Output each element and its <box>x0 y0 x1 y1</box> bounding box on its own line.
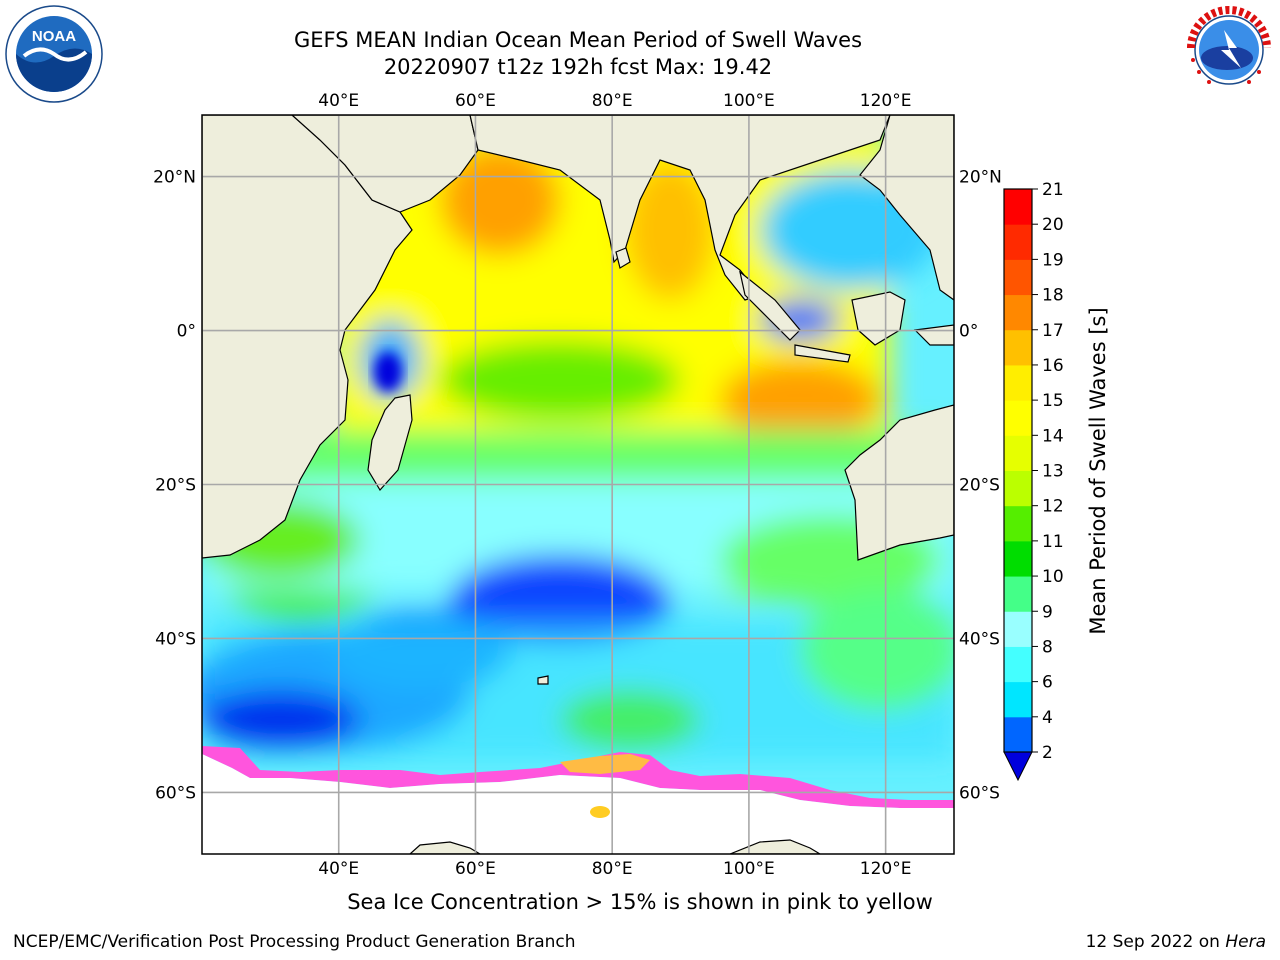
noaa-logo: NOAA <box>5 5 103 103</box>
colorbar-tick-label: 9 <box>1042 602 1053 622</box>
noaa-logo-text: NOAA <box>32 28 76 45</box>
lon-tick-label: 80°E <box>592 859 633 879</box>
lon-tick-label: 120°E <box>860 859 912 879</box>
lat-tick-label: 0° <box>959 322 978 342</box>
lat-tick-label: 20°S <box>155 476 196 496</box>
colorbar-segment <box>1004 646 1032 683</box>
lat-tick-label: 40°S <box>155 629 196 649</box>
colorbar-tick-label: 13 <box>1042 462 1064 482</box>
nws-logo <box>1182 3 1276 97</box>
colorbar-segment <box>1004 329 1032 366</box>
colorbar-segment <box>1004 470 1032 507</box>
footer-date: 12 Sep 2022 on Hera <box>1086 932 1266 952</box>
colorbar-extend-min <box>1003 751 1033 782</box>
lon-labels-top: 40°E 60°E 80°E 100°E 120°E <box>318 91 911 111</box>
gridlines <box>202 115 954 854</box>
colorbar-tick-label: 8 <box>1042 637 1053 657</box>
lat-tick-label: 0° <box>177 322 196 342</box>
lon-tick-label: 40°E <box>318 859 359 879</box>
map-subtitle: 20220907 t12z 192h fcst Max: 19.42 <box>383 55 773 79</box>
colorbar-tick-label: 11 <box>1042 532 1064 552</box>
map-frame <box>201 114 955 855</box>
colorbar-segment <box>1004 681 1032 718</box>
footer-credit: NCEP/EMC/Verification Post Processing Pr… <box>13 932 576 952</box>
colorbar-segment <box>1004 259 1032 296</box>
colorbar-segment <box>1004 540 1032 577</box>
colorbar: 2 4 6 8 9 10 11 12 13 14 15 16 17 18 19 20 21 <box>1003 180 1064 782</box>
colorbar-tick-label: 12 <box>1042 497 1064 517</box>
lon-tick-label: 60°E <box>455 859 496 879</box>
colorbar-tick-label: 15 <box>1042 391 1064 411</box>
lat-tick-label: 20°N <box>153 168 196 188</box>
footer-host: Hera <box>1225 932 1266 952</box>
sea-ice-caption: Sea Ice Concentration > 15% is shown in … <box>347 890 933 914</box>
lat-tick-label: 20°S <box>959 476 1000 496</box>
colorbar-segment <box>1004 294 1032 331</box>
colorbar-tick-label: 10 <box>1042 567 1064 587</box>
colorbar-segment <box>1004 576 1032 612</box>
colorbar-tick-label: 17 <box>1042 321 1064 341</box>
sea-ice-edge <box>202 746 954 808</box>
lat-tick-label: 20°N <box>959 168 1002 188</box>
colorbar-segment <box>1004 611 1032 647</box>
colorbar-segment <box>1004 224 1032 260</box>
lat-labels-right: 20°N 0° 20°S 40°S 60°S <box>959 168 1002 804</box>
colorbar-tick-label: 2 <box>1042 743 1053 763</box>
lon-tick-label: 100°E <box>723 859 775 879</box>
colorbar-segment <box>1004 400 1032 436</box>
lon-tick-label: 60°E <box>455 91 496 111</box>
footer-date-text: 12 Sep 2022 on <box>1085 932 1226 952</box>
colorbar-tick-label: 16 <box>1042 356 1064 376</box>
lat-tick-label: 40°S <box>959 629 1000 649</box>
lon-labels-bottom: 40°E 60°E 80°E 100°E 120°E <box>318 859 911 879</box>
colorbar-tick-label: 21 <box>1042 180 1064 200</box>
lon-tick-label: 100°E <box>723 91 775 111</box>
sea-ice-high <box>560 754 650 774</box>
lat-tick-label: 60°S <box>959 783 1000 803</box>
colorbar-segment <box>1004 435 1032 471</box>
lon-tick-label: 120°E <box>860 91 912 111</box>
lat-tick-label: 60°S <box>155 783 196 803</box>
lon-tick-label: 40°E <box>318 91 359 111</box>
colorbar-tick-label: 19 <box>1042 250 1064 270</box>
colorbar-segment <box>1004 189 1032 225</box>
colorbar-tick-label: 20 <box>1042 215 1064 235</box>
colorbar-segment <box>1004 505 1032 542</box>
colorbar-segment <box>1004 364 1032 401</box>
colorbar-segment <box>1004 716 1032 753</box>
map-panel <box>202 115 954 854</box>
landmasses <box>202 115 954 854</box>
colorbar-tick-label: 6 <box>1042 673 1053 693</box>
colorbar-label: Mean Period of Swell Waves [s] <box>1086 307 1110 634</box>
map-title: GEFS MEAN Indian Ocean Mean Period of Sw… <box>293 28 863 52</box>
lon-tick-label: 80°E <box>592 91 633 111</box>
colorbar-tick-label: 18 <box>1042 286 1064 306</box>
colorbar-tick-label: 14 <box>1042 426 1064 446</box>
colorbar-tick-label: 4 <box>1042 708 1053 728</box>
lat-labels-left: 20°N 0° 20°S 40°S 60°S <box>153 168 196 804</box>
